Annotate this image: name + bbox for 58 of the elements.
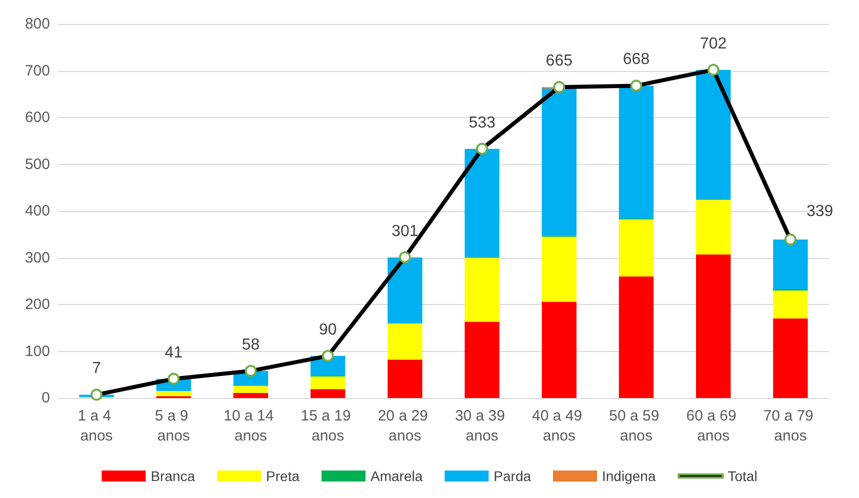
bar xyxy=(464,258,500,322)
data-label: 339 xyxy=(806,203,834,220)
legend-label: Indigena xyxy=(602,468,656,484)
bar xyxy=(618,86,654,218)
data-label: 668 xyxy=(622,51,650,68)
legend-label: Amarela xyxy=(370,468,423,484)
data-label: 301 xyxy=(392,222,418,240)
x-tick-label: 20 a 29 anos xyxy=(378,408,432,444)
x-tick-label: 15 a 19 anos xyxy=(300,408,355,444)
legend-label: Total xyxy=(728,468,758,484)
bar xyxy=(233,392,268,398)
bar xyxy=(388,258,422,324)
bar xyxy=(388,324,422,360)
bar xyxy=(618,276,654,398)
bar xyxy=(696,70,731,199)
x-tick-label: 50 a 59 anos xyxy=(609,408,664,444)
bar xyxy=(618,219,654,276)
legend-label: Preta xyxy=(266,468,300,484)
data-label: 7 xyxy=(92,360,102,378)
y-tick-label: 700 xyxy=(24,62,50,80)
bar xyxy=(464,148,500,257)
bar xyxy=(542,236,576,302)
bar xyxy=(773,290,808,319)
y-tick-label: 800 xyxy=(24,16,50,32)
x-tick-label: 40 a 49 anos xyxy=(532,408,586,444)
legend-label: Branca xyxy=(150,468,196,484)
data-label: 702 xyxy=(700,35,727,52)
y-tick-label: 0 xyxy=(42,390,50,406)
y-tick-label: 600 xyxy=(24,109,50,126)
x-tick-label: 5 a 9 anos xyxy=(154,408,192,444)
x-tick-label: 10 a 14 anos xyxy=(224,408,278,444)
y-tick-label: 300 xyxy=(24,249,50,266)
bar xyxy=(696,254,731,398)
bar xyxy=(310,376,346,390)
data-label: 58 xyxy=(242,336,260,354)
y-tick-label: 200 xyxy=(24,296,50,313)
y-tick-label: 400 xyxy=(24,202,50,220)
bar xyxy=(233,386,268,393)
bar xyxy=(773,240,808,290)
bar xyxy=(696,200,731,254)
x-tick-label: 70 a 79 anos xyxy=(763,408,818,444)
bar xyxy=(773,318,808,398)
bar xyxy=(310,389,346,398)
data-label: 41 xyxy=(164,344,183,362)
x-tick-label: 1 a 4 anos xyxy=(78,408,116,444)
data-label: 665 xyxy=(546,52,573,70)
data-label: 533 xyxy=(468,114,496,132)
bar xyxy=(156,390,191,396)
data-label: 90 xyxy=(318,321,337,338)
x-tick-label: 30 a 39 anos xyxy=(454,408,510,444)
x-tick-label: 60 a 69 anos xyxy=(686,408,740,444)
legend-label: Parda xyxy=(494,468,532,484)
y-tick-label: 500 xyxy=(24,156,50,173)
y-tick-label: 100 xyxy=(24,342,50,360)
bar xyxy=(464,322,500,398)
bar xyxy=(542,302,576,398)
bar xyxy=(388,360,422,398)
bar xyxy=(542,88,576,236)
